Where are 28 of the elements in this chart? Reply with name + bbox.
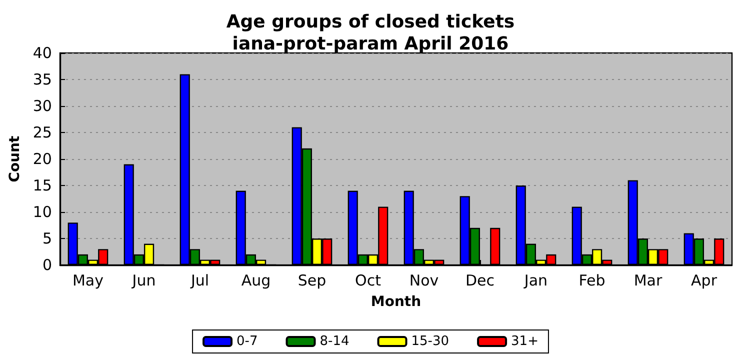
x-tick-label: May bbox=[72, 272, 104, 290]
y-tick-label: 30 bbox=[32, 97, 52, 115]
y-tick-label: 5 bbox=[42, 230, 52, 248]
x-tick-label: Mar bbox=[634, 272, 663, 290]
x-tick-label: Sep bbox=[298, 272, 326, 290]
y-tick-label: 10 bbox=[32, 203, 52, 221]
x-tick-label: Jun bbox=[131, 272, 156, 290]
x-tick-label: Feb bbox=[578, 272, 606, 290]
x-tick-label: Dec bbox=[465, 272, 495, 290]
y-tick-label: 40 bbox=[32, 44, 52, 62]
legend-label: 31+ bbox=[511, 334, 538, 349]
x-tick-label: Jul bbox=[190, 272, 210, 290]
chart-title: Age groups of closed tickets iana-prot-param April 2016 bbox=[226, 12, 515, 54]
x-tick-label: Nov bbox=[409, 272, 439, 290]
y-tick-label: 20 bbox=[32, 150, 52, 168]
y-tick-label: 25 bbox=[32, 124, 52, 142]
y-tick-label: 0 bbox=[42, 256, 52, 274]
legend-label: 8-14 bbox=[320, 334, 350, 349]
x-tick-label: Apr bbox=[691, 272, 718, 290]
x-tick-label: Jan bbox=[523, 272, 548, 290]
y-axis-title: Count bbox=[7, 135, 23, 182]
x-axis-title: Month bbox=[370, 294, 422, 310]
legend-label: 15-30 bbox=[411, 334, 450, 349]
y-tick-label: 15 bbox=[32, 176, 52, 194]
x-tick-label: Aug bbox=[241, 272, 271, 290]
legend-label: 0-7 bbox=[236, 334, 258, 349]
y-tick-label: 35 bbox=[32, 70, 52, 88]
x-tick-label: Oct bbox=[355, 272, 382, 290]
